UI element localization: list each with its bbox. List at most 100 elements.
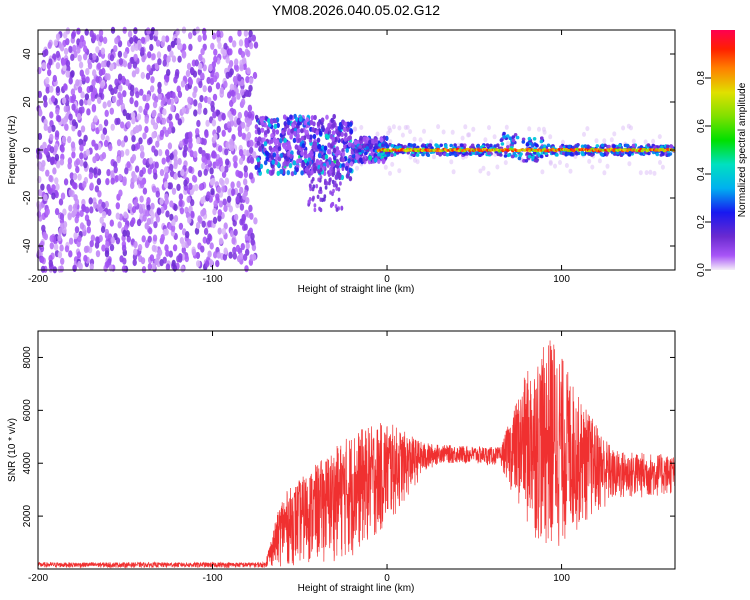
heatmap-cell (312, 166, 316, 172)
heatmap-cell (397, 168, 402, 174)
heatmap-cell (43, 147, 49, 155)
heatmap-cell (548, 160, 553, 166)
heatmap-cell (36, 249, 42, 257)
heatmap-cell (176, 183, 181, 191)
heatmap-cell (325, 114, 329, 120)
heatmap-cell (342, 126, 347, 133)
heatmap-cell (168, 113, 173, 121)
heatmap-cell (555, 153, 559, 157)
heatmap-cell (100, 47, 106, 55)
heatmap-cell (512, 151, 517, 156)
heatmap-cell (273, 123, 278, 129)
heatmap-cell (368, 146, 373, 150)
heatmap-cell (249, 146, 254, 154)
heatmap-cell (225, 158, 230, 166)
heatmap-cell (305, 129, 309, 135)
heatmap-cell (331, 136, 336, 142)
heatmap-cell (525, 143, 530, 147)
heatmap-cell (243, 29, 249, 37)
heatmap-cell (184, 255, 189, 263)
heatmap-cell (316, 137, 321, 143)
heatmap-cell (155, 215, 161, 223)
heatmap-cell (460, 135, 465, 141)
heatmap-cell (72, 44, 77, 53)
heatmap-cell (279, 169, 284, 175)
snr-ytick-label: 6000 (22, 399, 33, 422)
heatmap-cell (646, 143, 651, 147)
heatmap-cell (307, 173, 311, 178)
heatmap-cell (334, 204, 338, 209)
heatmap-cell (167, 44, 172, 52)
heatmap-cell (643, 139, 648, 145)
heatmap-cell (319, 167, 323, 172)
heatmap-cell (254, 164, 259, 170)
heatmap-cell (349, 129, 354, 135)
heatmap-cell (499, 138, 504, 142)
heatmap-cell (224, 177, 230, 185)
heatmap-cell (173, 76, 178, 84)
figure-title: YM08.2026.040.05.02.G12 (272, 2, 440, 18)
heatmap-cell (198, 81, 203, 89)
heatmap-cell (282, 161, 286, 167)
colorbar-scale (711, 30, 735, 270)
heatmap-cell (276, 170, 281, 176)
heatmap-cell (106, 73, 111, 81)
heatmap-cell (79, 144, 84, 152)
heatmap-cell (49, 111, 54, 119)
heatmap-cell (350, 151, 355, 155)
heatmap-cell (289, 153, 293, 159)
heatmap-cell (39, 240, 45, 248)
heatmap-cell (135, 67, 140, 75)
heatmap-cell (95, 236, 100, 244)
heatmap-cell (86, 226, 92, 234)
heatmap-cell (85, 76, 90, 84)
heatmap-cell (436, 145, 441, 149)
heatmap-cell (317, 169, 320, 174)
heatmap-cell (337, 187, 341, 192)
heatmap-cell (98, 123, 103, 131)
heatmap-cell (240, 243, 245, 251)
heatmap-cell (188, 182, 193, 190)
heatmap-cell (157, 58, 162, 66)
heatmap-cell (146, 64, 151, 72)
heatmap-cell (83, 134, 88, 142)
heatmap-cell (324, 185, 328, 190)
heatmap-cell (171, 219, 176, 227)
heatmap-cell (247, 104, 253, 112)
heatmap-cell (132, 258, 137, 267)
heatmap-cell (52, 74, 57, 83)
heatmap-cell (188, 32, 193, 40)
heatmap-cell (311, 187, 315, 192)
heatmap-cell (207, 85, 213, 93)
heatmap-cell (203, 168, 208, 176)
heatmap-cell (669, 144, 674, 149)
heatmap-cell (92, 167, 98, 175)
heatmap-cell (142, 187, 148, 195)
heatmap-cell (197, 107, 202, 115)
heatmap-cell (319, 186, 322, 191)
heatmap-cell (104, 200, 110, 209)
heatmap-cell (271, 169, 275, 175)
heatmap-cell (71, 103, 76, 111)
heatmap-cell (75, 158, 81, 166)
heatmap-cell (117, 91, 122, 99)
heatmap-cell (140, 71, 145, 80)
heatmap-cell (220, 179, 225, 187)
heatmap-cell (157, 92, 162, 100)
heatmap-cell (67, 136, 72, 144)
heatmap-cell (244, 40, 249, 49)
heatmap-cell (207, 220, 212, 228)
heatmap-cell (92, 69, 97, 77)
heatmap-cell (47, 41, 52, 50)
heatmap-cell (311, 177, 315, 182)
heatmap-cell (99, 216, 104, 224)
heatmap-cell (41, 224, 46, 232)
heatmap-cell (151, 263, 156, 271)
heatmap-cell (89, 30, 94, 38)
heatmap-cell (257, 129, 262, 135)
heatmap-cell (62, 64, 67, 72)
heatmap-cell (651, 150, 656, 155)
heatmap-cell (264, 150, 269, 156)
heatmap-cell (126, 235, 131, 243)
heatmap-cell (87, 62, 93, 70)
